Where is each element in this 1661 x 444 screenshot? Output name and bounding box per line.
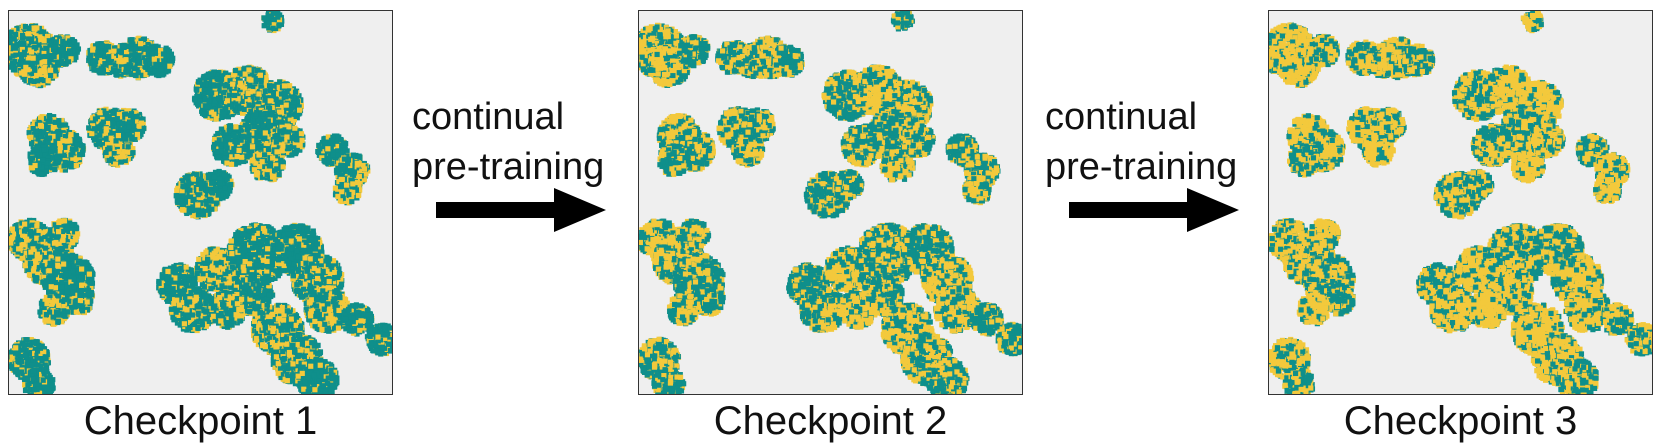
teal-point bbox=[9, 65, 14, 70]
teal-point bbox=[92, 62, 97, 67]
teal-point bbox=[97, 68, 102, 73]
yellow-point bbox=[9, 45, 11, 50]
teal-point bbox=[28, 78, 33, 83]
teal-point bbox=[13, 46, 18, 51]
yellow-point bbox=[37, 71, 42, 76]
teal-point bbox=[9, 30, 14, 35]
yellow-point bbox=[42, 66, 47, 71]
teal-point bbox=[29, 36, 34, 41]
checkpoint-1-cluster-plot bbox=[9, 11, 392, 394]
teal-point bbox=[35, 78, 40, 83]
teal-point bbox=[88, 55, 93, 60]
yellow-point bbox=[42, 59, 47, 64]
yellow-point bbox=[32, 26, 37, 31]
teal-point bbox=[52, 54, 57, 59]
yellow-point bbox=[111, 49, 116, 54]
teal-point bbox=[38, 54, 43, 59]
teal-point bbox=[48, 73, 53, 78]
yellow-point bbox=[48, 68, 53, 73]
teal-point bbox=[10, 53, 15, 58]
teal-point bbox=[67, 48, 72, 53]
teal-point bbox=[114, 73, 119, 78]
teal-point bbox=[54, 39, 59, 44]
teal-point bbox=[99, 43, 104, 48]
checkpoint-1-panel bbox=[8, 10, 393, 395]
teal-point bbox=[22, 52, 27, 57]
teal-point bbox=[23, 24, 28, 29]
teal-point bbox=[13, 32, 18, 37]
yellow-point bbox=[9, 50, 10, 55]
yellow-point bbox=[26, 31, 31, 36]
teal-point bbox=[9, 38, 12, 43]
teal-point bbox=[12, 59, 17, 64]
yellow-point bbox=[123, 57, 128, 62]
yellow-point bbox=[46, 78, 51, 83]
yellow-point bbox=[31, 56, 36, 61]
teal-point bbox=[59, 59, 64, 64]
yellow-point bbox=[90, 48, 95, 53]
teal-point bbox=[63, 42, 68, 47]
teal-point bbox=[106, 54, 111, 59]
yellow-point bbox=[38, 36, 43, 41]
teal-point bbox=[20, 33, 25, 38]
yellow-point bbox=[29, 49, 34, 54]
teal-point bbox=[106, 44, 111, 49]
yellow-point bbox=[118, 59, 123, 64]
teal-point bbox=[74, 42, 79, 47]
yellow-point bbox=[23, 65, 28, 70]
teal-point bbox=[66, 59, 71, 64]
teal-point bbox=[59, 47, 64, 52]
teal-point bbox=[128, 37, 133, 42]
